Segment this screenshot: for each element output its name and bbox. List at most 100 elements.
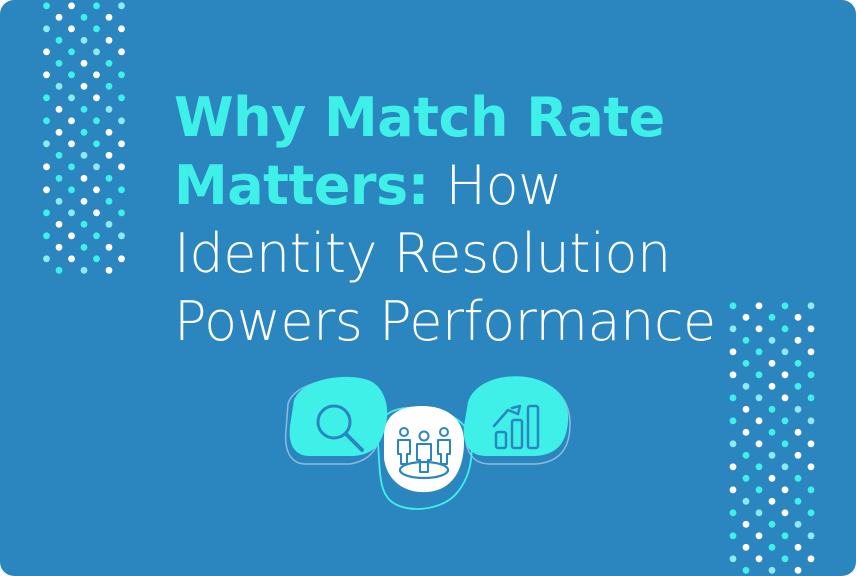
pattern-dot <box>742 497 750 505</box>
pattern-dot <box>755 371 763 379</box>
pattern-dot <box>807 417 815 425</box>
pattern-dot <box>105 220 113 228</box>
pattern-dot <box>794 474 802 482</box>
pattern-dot <box>43 186 50 194</box>
magnifier-icon <box>284 376 388 465</box>
pattern-dot <box>729 440 737 448</box>
dot-pattern-left <box>43 2 125 274</box>
pattern-dot <box>80 128 88 136</box>
pattern-dot <box>794 520 802 528</box>
pattern-dot <box>93 140 100 148</box>
pattern-dot <box>118 255 125 263</box>
pattern-dot <box>807 371 815 379</box>
pattern-dot <box>742 336 750 344</box>
pattern-dot <box>118 94 125 102</box>
pattern-dot <box>768 405 776 413</box>
pattern-dot <box>755 394 763 402</box>
pattern-dot <box>55 266 63 274</box>
title-rest: How Identity Resolution Powers Performan… <box>174 154 716 353</box>
pattern-dot <box>68 255 75 263</box>
pattern-dot <box>55 243 63 251</box>
pattern-dot <box>55 36 63 44</box>
pattern-dot <box>105 36 113 44</box>
pattern-dot <box>68 209 75 217</box>
pattern-dot <box>68 94 75 102</box>
pattern-dot <box>118 140 125 148</box>
pattern-dot <box>118 48 125 56</box>
pattern-dot <box>742 313 750 321</box>
pattern-dot <box>55 151 63 159</box>
pattern-dot <box>794 313 802 321</box>
pattern-dot <box>43 48 50 56</box>
pattern-dot <box>807 394 815 402</box>
pattern-dot <box>118 2 125 10</box>
pattern-dot <box>781 394 789 402</box>
pattern-dot <box>755 486 763 494</box>
pattern-dot <box>80 197 88 205</box>
pattern-dot <box>807 302 815 310</box>
pattern-dot <box>768 474 776 482</box>
pattern-dot <box>755 417 763 425</box>
pattern-dot <box>755 555 763 563</box>
pattern-dot <box>68 140 75 148</box>
pattern-dot <box>118 163 125 171</box>
pattern-dot <box>755 302 763 310</box>
pattern-dot <box>43 209 50 217</box>
pattern-dot <box>105 13 113 21</box>
pattern-dot <box>55 220 63 228</box>
pattern-dot <box>781 486 789 494</box>
pattern-dot <box>768 382 776 390</box>
pattern-dot <box>118 71 125 79</box>
feature-icons <box>284 376 571 510</box>
pattern-dot <box>807 532 815 540</box>
pattern-dot <box>43 94 50 102</box>
pattern-dot <box>807 509 815 517</box>
pattern-dot <box>105 128 113 136</box>
pattern-dot <box>43 25 50 33</box>
pattern-dot <box>794 497 802 505</box>
pattern-dot <box>794 336 802 344</box>
pattern-dot <box>93 71 100 79</box>
pattern-dot <box>68 25 75 33</box>
pattern-dot <box>781 509 789 517</box>
pattern-dot <box>742 520 750 528</box>
pattern-dot <box>742 405 750 413</box>
pattern-dot <box>729 394 737 402</box>
pattern-dot <box>768 543 776 551</box>
pattern-dot <box>55 82 63 90</box>
pattern-dot <box>68 232 75 240</box>
pattern-dot <box>807 348 815 356</box>
pattern-dot <box>68 2 75 10</box>
pattern-dot <box>768 313 776 321</box>
pattern-dot <box>80 220 88 228</box>
pattern-dot <box>742 359 750 367</box>
pattern-dot <box>118 117 125 125</box>
pattern-dot <box>742 382 750 390</box>
pattern-dot <box>80 243 88 251</box>
pattern-dot <box>80 266 88 274</box>
pattern-dot <box>55 128 63 136</box>
pattern-dot <box>729 371 737 379</box>
pattern-dot <box>43 117 50 125</box>
pattern-dot <box>742 543 750 551</box>
pattern-dot <box>768 359 776 367</box>
pattern-dot <box>93 209 100 217</box>
pattern-dot <box>68 71 75 79</box>
pattern-dot <box>80 82 88 90</box>
pattern-dot <box>93 117 100 125</box>
pattern-dot <box>768 520 776 528</box>
pattern-dot <box>742 566 750 574</box>
pattern-dot <box>43 2 50 10</box>
pattern-dot <box>755 440 763 448</box>
pattern-dot <box>93 25 100 33</box>
pattern-dot <box>80 59 88 67</box>
pattern-dot <box>729 348 737 356</box>
pattern-dot <box>105 105 113 113</box>
pattern-dot <box>729 486 737 494</box>
pattern-dot <box>729 417 737 425</box>
pattern-dot <box>755 463 763 471</box>
pattern-dot <box>742 451 750 459</box>
page-title: Why Match Rate Matters: How Identity Res… <box>174 84 734 356</box>
pattern-dot <box>768 451 776 459</box>
pattern-dot <box>93 186 100 194</box>
